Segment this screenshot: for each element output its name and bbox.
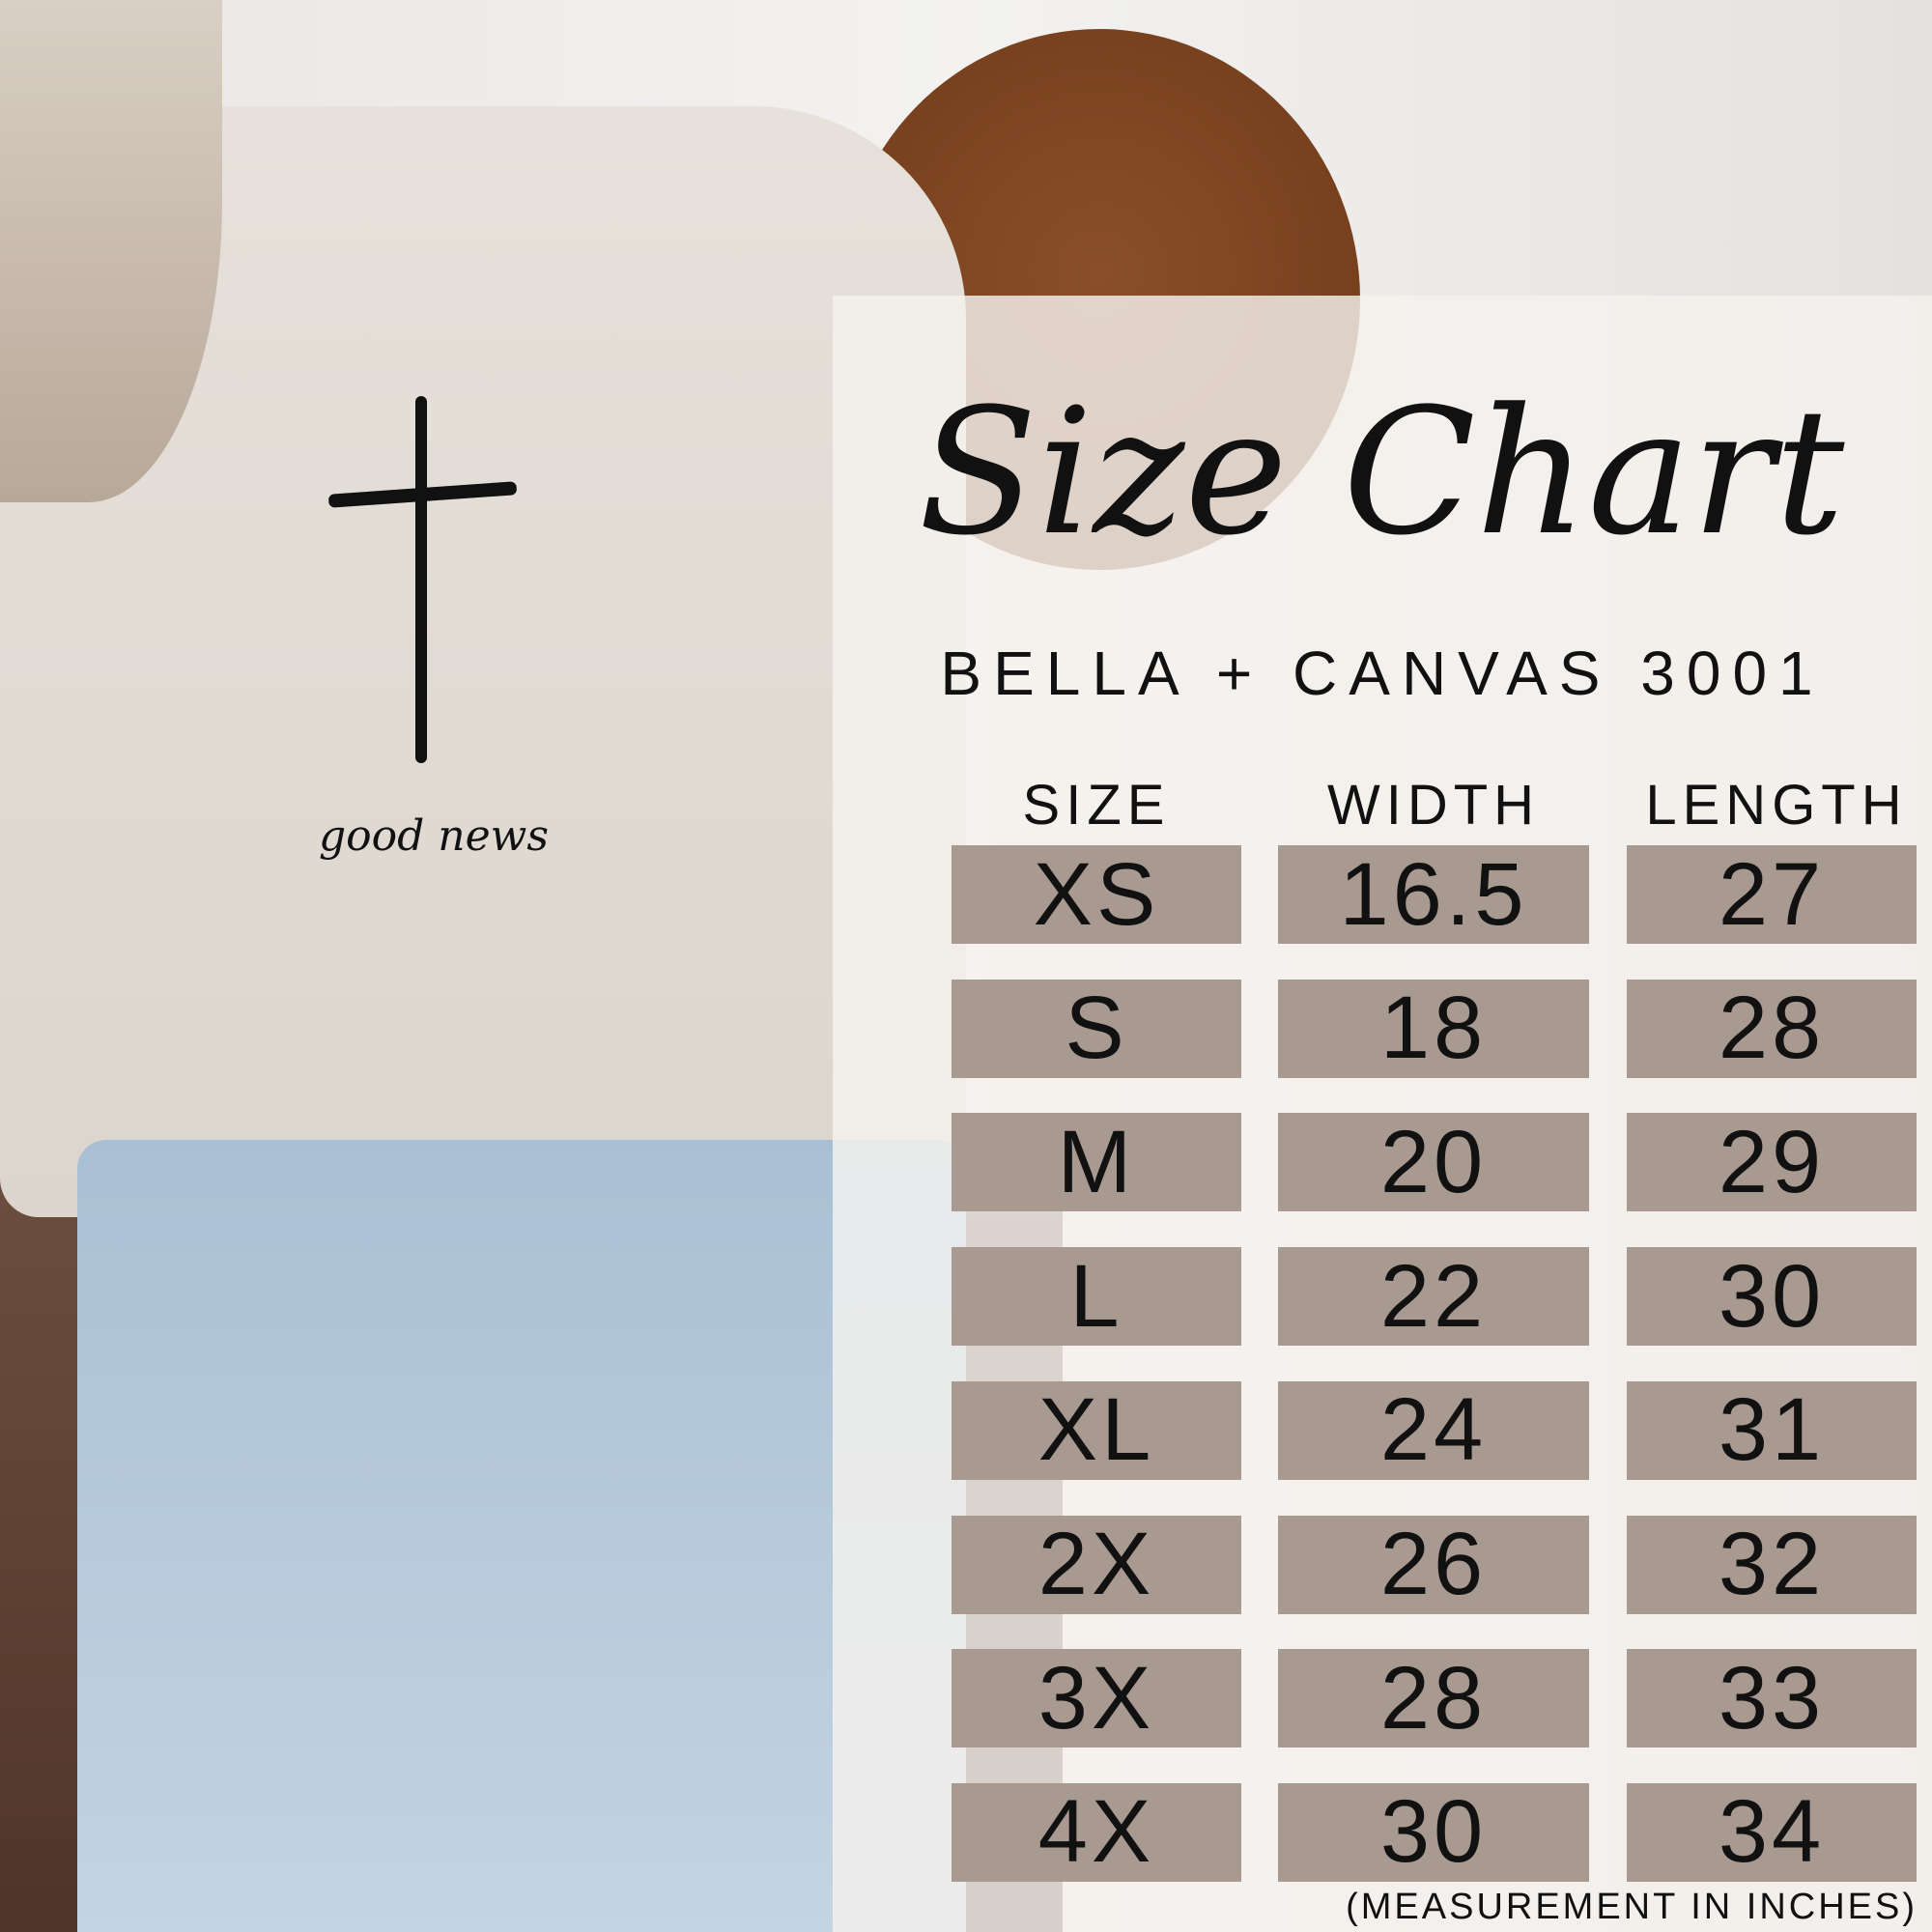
cell-size: 4X [952, 1782, 1241, 1882]
cell-length: 29 [1627, 1113, 1917, 1212]
brand-model: BELLA + CANVAS 3001 [940, 639, 1825, 708]
shirt-print-text: good news [319, 811, 549, 861]
cell-length: 34 [1627, 1782, 1917, 1882]
cell-width: 28 [1278, 1649, 1589, 1748]
cell-size: L [952, 1247, 1241, 1347]
cell-length: 32 [1627, 1515, 1917, 1614]
header-length: LENGTH [1645, 774, 1908, 837]
cell-width: 20 [1278, 1113, 1589, 1212]
cell-size: M [952, 1113, 1241, 1212]
cell-size: 2X [952, 1515, 1241, 1614]
cell-size: XL [952, 1380, 1241, 1480]
chart-title: Size Chart [918, 372, 1845, 574]
jeans [77, 1140, 966, 1932]
cell-size: 3X [952, 1649, 1241, 1748]
cell-length: 28 [1627, 979, 1917, 1078]
cell-length: 27 [1627, 845, 1917, 944]
cell-width: 18 [1278, 979, 1589, 1078]
header-size: SIZE [1022, 774, 1171, 837]
cell-length: 30 [1627, 1247, 1917, 1347]
cell-width: 22 [1278, 1247, 1589, 1347]
cell-size: XS [952, 845, 1241, 944]
footnote: (MEASUREMENT IN INCHES) [1346, 1887, 1918, 1927]
cell-width: 16.5 [1278, 845, 1589, 944]
cell-length: 31 [1627, 1380, 1917, 1480]
header-width: WIDTH [1326, 774, 1541, 837]
cell-length: 33 [1627, 1649, 1917, 1748]
cell-width: 26 [1278, 1515, 1589, 1614]
cell-width: 24 [1278, 1380, 1589, 1480]
cross-icon [415, 396, 427, 763]
cell-size: S [952, 979, 1241, 1078]
cell-width: 30 [1278, 1782, 1589, 1882]
